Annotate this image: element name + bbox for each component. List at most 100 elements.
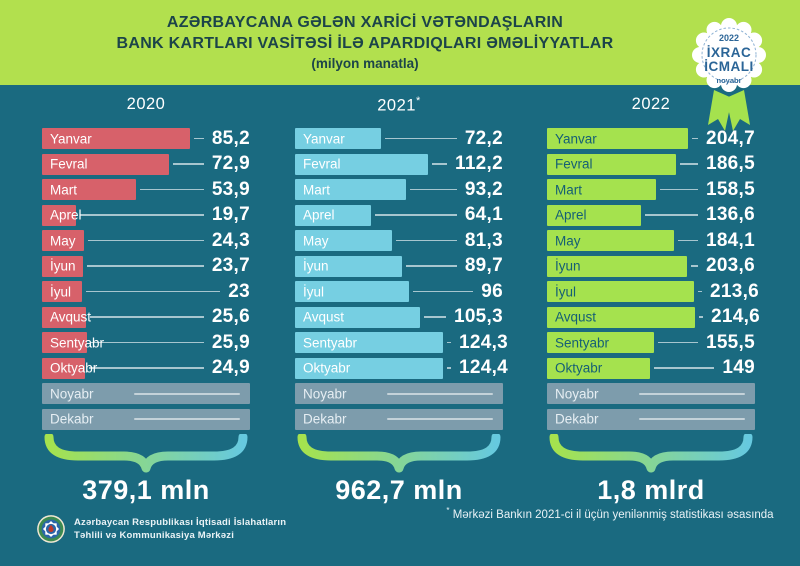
bar-row: Mart 158,5 [547, 179, 755, 200]
month-label: Avqust [555, 309, 597, 325]
bar: Mart [42, 179, 136, 200]
month-label: Avqust [50, 309, 92, 325]
year-asterisk: * [415, 95, 421, 107]
bar: May [295, 230, 392, 251]
connector-line [447, 367, 451, 369]
connector-line [698, 290, 702, 293]
bar-row: Sentyabr 124,3 [295, 332, 508, 353]
no-data-bar: Noyabr [295, 383, 503, 404]
bar: Oktyabr [42, 357, 97, 379]
connector-line [86, 290, 221, 293]
bar: İyul [547, 281, 694, 302]
connector-line [173, 163, 204, 165]
bar: Yanvar [42, 128, 190, 149]
connector-line [375, 214, 457, 216]
month-label: İyul [50, 284, 72, 299]
year-column-2020: 2020 Yanvar 85,2 Fevral 72,9 Mart 53,9 Aprel 19,… [42, 95, 250, 506]
page-title-unit: (milyon manatla) [311, 56, 419, 71]
bar-value: 25,9 [211, 331, 250, 353]
bar-row-no-data: Noyabr [42, 383, 250, 404]
bar-row: İyun 203,6 [547, 255, 755, 277]
badge-title-line2: İCMALI [704, 59, 754, 74]
bar-row: İyun 23,7 [42, 255, 250, 277]
bar-value: 184,1 [705, 229, 755, 251]
bar: Oktyabr [547, 357, 650, 379]
footnote: * Mərkəzi Bankın 2021-ci il üçün yenilən… [440, 506, 780, 521]
no-data-bar: Noyabr [42, 383, 250, 404]
connector-line [410, 188, 457, 191]
bar-row: İyun 89,7 [295, 255, 503, 277]
bar-row: Sentyabr 25,9 [42, 332, 250, 353]
connector-line [385, 137, 457, 140]
month-label: İyul [555, 284, 577, 299]
connector-line [194, 137, 204, 140]
bar-value: 72,2 [464, 127, 503, 149]
bar: İyul [42, 281, 82, 302]
bar: Aprel [295, 204, 371, 226]
bar-value: 23,7 [211, 255, 250, 276]
bar-row-no-data: Dekabr [42, 408, 250, 430]
connector-line [658, 341, 698, 344]
bar-row: Fevral 186,5 [547, 153, 755, 175]
connector-line [140, 188, 204, 191]
bar-value: 105,3 [453, 306, 503, 327]
bar-row: Yanvar 72,2 [295, 128, 503, 149]
page-title-line1: AZƏRBAYCANA GƏLƏN XARİCİ VƏTƏNDAŞLARIN [166, 14, 564, 31]
bar: Avqust [295, 306, 420, 328]
bar: Fevral [547, 153, 676, 175]
bar: Avqust [547, 306, 695, 328]
bar-row-no-data: Dekabr [547, 408, 755, 430]
bar-value: 213,6 [710, 280, 760, 302]
bar-value: 19,7 [211, 204, 250, 225]
bar-row: May 184,1 [547, 230, 755, 251]
bar-value: 124,4 [459, 357, 509, 378]
brace-bracket-icon [42, 432, 250, 474]
bar: Avqust [42, 306, 91, 328]
bar-row: May 81,3 [295, 230, 503, 251]
no-data-bar: Dekabr [42, 408, 250, 430]
bar: Sentyabr [547, 332, 654, 353]
bar-row-no-data: Dekabr [295, 408, 503, 430]
bar-value: 64,1 [464, 204, 503, 225]
bar-value: 186,5 [705, 153, 755, 174]
connector-line [699, 316, 703, 318]
connector-line [660, 188, 698, 191]
badge-month: noyabr [716, 76, 741, 85]
bar-row: Oktyabr 24,9 [42, 357, 250, 379]
month-label: Sentyabr [303, 335, 358, 350]
bar: İyul [295, 281, 409, 302]
year-label-2020: 2020 [126, 95, 166, 113]
connector-line [678, 239, 698, 242]
month-label: Noyabr [303, 386, 347, 401]
month-label: Oktyabr [555, 360, 603, 376]
bar: İyun [42, 255, 83, 277]
bar-value: 93,2 [464, 178, 503, 200]
bar-value: 53,9 [211, 178, 250, 200]
bar-row: Avqust 105,3 [295, 306, 503, 328]
page-title-line2: BANK KARTLARI VASİTƏSİ İLƏ APARDIQLARI Ə… [116, 35, 614, 52]
bar-row: Avqust 214,6 [547, 306, 760, 328]
bar-value: 96 [481, 280, 503, 302]
bar-row: Fevral 72,9 [42, 153, 250, 175]
bar-value: 155,5 [705, 331, 755, 353]
month-label: Aprel [555, 207, 587, 223]
month-label: Noyabr [555, 386, 599, 401]
bar-row: Aprel 64,1 [295, 204, 503, 226]
bar: Sentyabr [42, 332, 104, 353]
month-label: Oktyabr [303, 360, 351, 376]
month-label: Oktyabr [50, 360, 98, 376]
month-label: İyun [303, 258, 329, 274]
bar: İyun [547, 255, 687, 277]
month-label: İyun [555, 258, 581, 274]
year-column-2021: 2021* Yanvar 72,2 Fevral 112,2 Mart 93,2 Aprel 6… [295, 95, 508, 506]
month-label: Mart [303, 182, 330, 197]
bar-value: 23 [228, 280, 250, 302]
month-label: Dekabr [303, 411, 347, 427]
connector-line [692, 137, 698, 140]
year-total: 379,1 mln [82, 475, 210, 505]
connector-line [691, 265, 698, 267]
connector-line [645, 214, 698, 216]
bar-row: Oktyabr 149 [547, 357, 755, 379]
bar-row: Fevral 112,2 [295, 153, 503, 175]
org-emblem-icon [37, 515, 65, 543]
